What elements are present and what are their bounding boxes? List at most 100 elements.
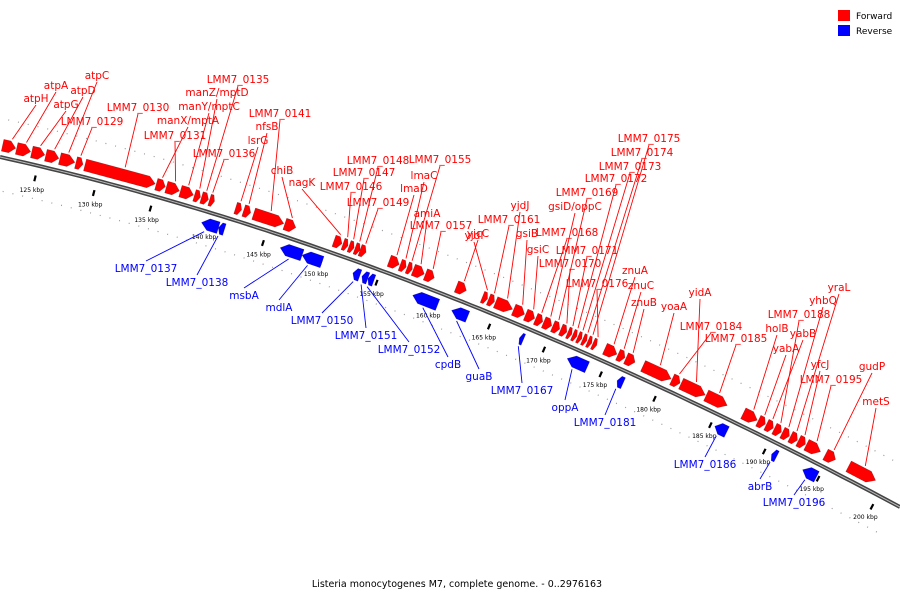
reverse-gene (451, 307, 471, 323)
reverse-gene-label: LMM7_0181 (574, 417, 637, 429)
reverse-gene-label: cpdB (435, 359, 461, 371)
forward-gene-leader (753, 334, 778, 410)
forward-gene (192, 189, 201, 203)
forward-gene-label: LMM7_0130 (107, 102, 170, 114)
forward-gene (199, 191, 209, 205)
ruler-tick-label: 185 kbp (692, 433, 717, 440)
legend-reverse-label: Reverse (856, 27, 893, 37)
forward-gene-label: LMM7_0168 (536, 227, 599, 239)
reverse-gene-label: guaB (466, 371, 493, 383)
forward-gene-leader (572, 256, 588, 327)
forward-gene-label: LMM7_0171 (556, 245, 619, 257)
reverse-gene (714, 423, 730, 438)
ruler-tick-label: 175 kbp (583, 382, 608, 389)
reverse-gene (566, 355, 590, 374)
forward-gene-label: atpH (23, 93, 48, 105)
ruler-tick (374, 279, 379, 286)
reverse-gene-leader (366, 286, 410, 343)
forward-gene-leader (592, 144, 650, 335)
forward-gene-leader (432, 231, 442, 269)
forward-gene-leader (558, 198, 588, 321)
forward-gene-label: atpD (70, 85, 95, 97)
forward-gene (485, 293, 495, 307)
forward-gene-label: amiA (414, 208, 442, 220)
forward-gene (30, 145, 46, 160)
forward-gene (397, 258, 407, 272)
forward-gene-leader (719, 344, 737, 394)
forward-gene-label: atpA (44, 80, 69, 92)
forward-gene-leader (582, 172, 631, 331)
forward-gene-leader (396, 194, 415, 256)
forward-gene-label: nagK (289, 177, 317, 189)
forward-gene-label: LMM7_0184 (680, 321, 743, 333)
ruler-tick-label: 145 kbp (246, 251, 271, 258)
forward-gene (154, 178, 166, 192)
forward-gene (787, 430, 798, 445)
reverse-gene-label: LMM7_0138 (166, 277, 229, 289)
forward-gene-label: LMM7_0188 (768, 309, 831, 321)
ruler-tick-label: 160 kbp (416, 312, 441, 319)
forward-gene-label: LMM7_0195 (800, 374, 863, 386)
forward-gene-label: LMM7_0149 (347, 197, 410, 209)
ruler-tick-label: 125 kbp (20, 187, 45, 194)
forward-gene (550, 320, 560, 334)
forward-gene-leader (696, 298, 701, 383)
forward-gene (357, 244, 367, 258)
forward-gene-label: znuB (631, 297, 657, 309)
forward-gene-label: yabA (773, 343, 800, 355)
forward-gene-leader (281, 176, 293, 219)
reverse-gene-leader (196, 235, 219, 276)
forward-gene (615, 348, 626, 363)
forward-gene-leader (864, 407, 877, 467)
forward-gene-leader (212, 159, 225, 193)
forward-gene-label: lsrG (248, 135, 269, 147)
ruler-tick-label: 130 kbp (78, 202, 103, 209)
forward-gene (763, 418, 774, 433)
forward-gene (44, 149, 60, 164)
forward-gene-leader (780, 320, 800, 423)
forward-gene-leader (206, 85, 239, 191)
forward-gene-leader (613, 276, 636, 345)
forward-gene (15, 142, 32, 157)
forward-gene-leader (764, 354, 787, 416)
ruler-tick-label: 195 kbp (799, 486, 824, 493)
forward-gene-label: yidA (689, 287, 713, 299)
forward-gene-label: gudP (859, 361, 885, 373)
ruler-tick (541, 346, 547, 353)
forward-gene-leader (420, 219, 428, 265)
reverse-gene-leader (278, 265, 308, 301)
forward-gene (422, 268, 435, 283)
reverse-gene (412, 292, 441, 311)
reverse-gene-leader (321, 281, 354, 314)
forward-gene (164, 180, 180, 196)
forward-gene-label: LMM7_0148 (347, 155, 410, 167)
forward-gene-leader (301, 188, 342, 235)
forward-gene-label: yjdJ (511, 200, 530, 212)
ruler-tick-label: 140 kbp (192, 234, 217, 241)
reverse-gene-label: LMM7_0167 (491, 385, 554, 397)
reverse-gene-leader (422, 307, 449, 358)
forward-gene (540, 316, 552, 330)
forward-gene-label: yhbQ (809, 295, 837, 307)
forward-gene-leader (463, 239, 479, 282)
reverse-gene-label: mdlA (266, 302, 294, 314)
reverse-gene-leader (793, 479, 806, 496)
reverse-gene (361, 271, 371, 285)
forward-gene (755, 414, 766, 429)
ruler-tick (815, 475, 821, 482)
forward-gene (386, 254, 400, 269)
forward-gene (740, 407, 758, 423)
ruler-tick (869, 503, 875, 510)
forward-gene-leader (188, 112, 210, 186)
forward-gene-label: znuA (622, 265, 649, 277)
forward-gene-label: yjcC (467, 228, 489, 240)
reverse-gene (367, 273, 377, 287)
reverse-gene-label: LMM7_0150 (291, 315, 354, 327)
ruler-tick-label: 180 kbp (636, 407, 661, 414)
forward-gene-label: yabB (790, 328, 817, 340)
forward-gene-leader (405, 181, 425, 259)
forward-gene (83, 158, 156, 188)
forward-gene (822, 448, 836, 463)
forward-gene (492, 296, 513, 313)
